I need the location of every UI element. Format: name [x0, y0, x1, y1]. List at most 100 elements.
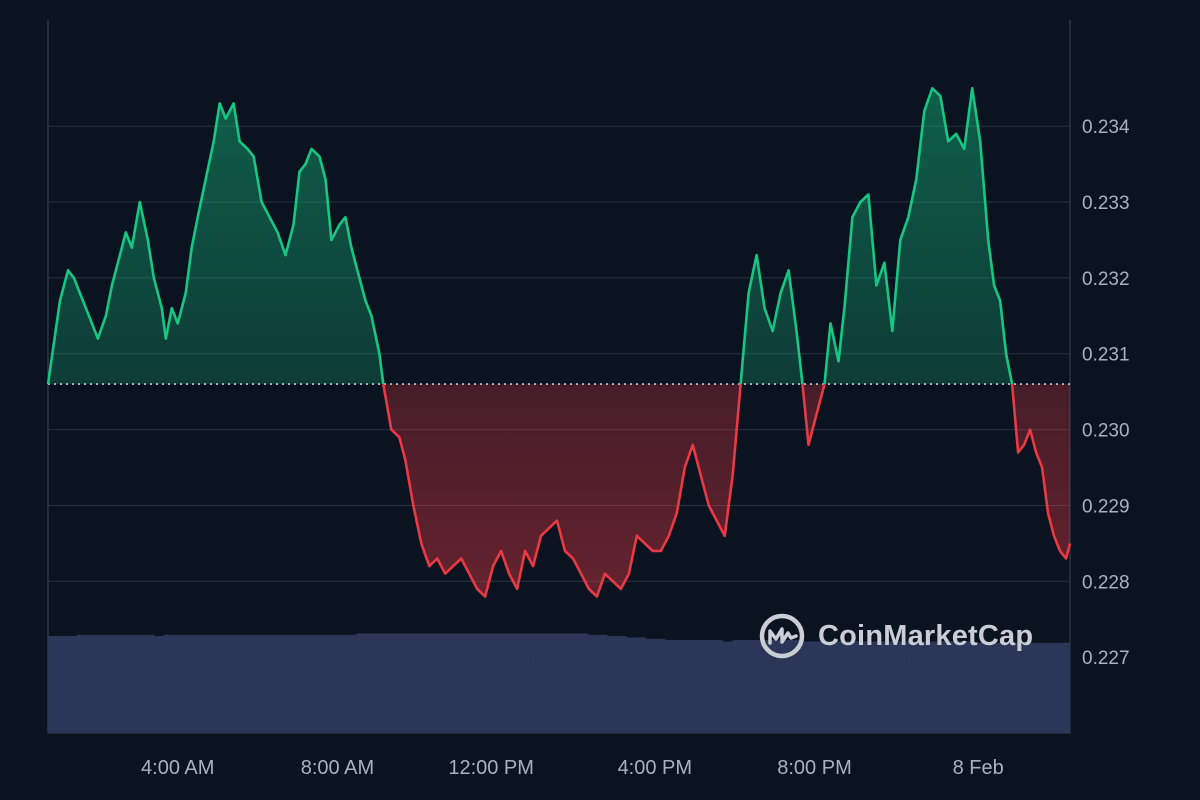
volume-bar: [433, 633, 444, 733]
volume-bar: [973, 642, 984, 733]
volume-bar: [1041, 642, 1052, 733]
volume-bar: [713, 640, 724, 733]
volume-bar: [963, 641, 974, 733]
volume-bar: [481, 633, 492, 733]
volume-bar: [414, 633, 425, 733]
y-axis: 0.227 0.228 0.229 0.230 0.231 0.232 0.233 0.234: [1082, 117, 1130, 669]
volume-bar: [597, 634, 608, 733]
volume-bar: [1012, 642, 1023, 733]
volume-bar: [578, 633, 589, 733]
volume-bar: [115, 634, 126, 733]
volume-bar: [317, 634, 328, 733]
volume-bar: [269, 634, 280, 733]
volume-bar: [1021, 642, 1032, 733]
y-tick-label: 0.234: [1082, 117, 1130, 138]
x-tick-label: 4:00 AM: [141, 757, 214, 779]
x-tick-label: 8 Feb: [953, 757, 1004, 779]
volume-bar: [472, 633, 483, 733]
price-area-down: [48, 384, 1070, 597]
volume-bar: [828, 641, 839, 733]
volume-bar: [626, 637, 637, 733]
volume-bar: [231, 634, 242, 733]
volume-bar: [211, 634, 222, 733]
volume-bar: [173, 634, 184, 733]
volume-bar: [636, 637, 647, 733]
y-tick-label: 0.232: [1082, 269, 1130, 290]
y-tick-label: 0.233: [1082, 193, 1130, 214]
volume-bar: [462, 633, 473, 733]
volume-bar: [800, 641, 810, 733]
volume-bar: [954, 641, 965, 733]
volume-bar: [144, 634, 155, 733]
volume-bar: [1060, 642, 1071, 733]
volume-bar: [327, 634, 338, 733]
y-tick-label: 0.227: [1082, 648, 1130, 669]
volume-bar: [424, 633, 434, 733]
volume-bar: [867, 641, 878, 733]
volume-bar: [279, 634, 290, 733]
volume-bar: [1002, 642, 1013, 733]
volume-bar: [925, 641, 936, 733]
volume-bar: [549, 633, 560, 733]
area-layer: [48, 88, 1070, 597]
volume-bar: [790, 640, 801, 733]
volume-bar: [491, 633, 502, 733]
volume-bar: [886, 641, 897, 733]
volume-bar: [337, 634, 348, 733]
volume-bar: [346, 634, 357, 733]
volume-bar: [76, 634, 87, 733]
volume-bar: [819, 641, 830, 733]
volume-bar: [48, 636, 58, 733]
volume-bar: [298, 634, 309, 733]
volume-bar: [587, 634, 598, 733]
y-tick-label: 0.231: [1082, 345, 1130, 366]
volume-bar: [96, 634, 107, 733]
volume-bar: [385, 633, 396, 733]
volume-bar: [86, 634, 97, 733]
volume-bar: [674, 640, 685, 733]
x-tick-label: 8:00 PM: [777, 757, 851, 779]
volume-bar: [607, 636, 618, 733]
volume-bar: [520, 633, 531, 733]
volume-bar: [771, 640, 782, 733]
volume-bar: [809, 641, 820, 733]
volume-bar: [722, 641, 733, 733]
volume-bar: [857, 641, 868, 733]
y-tick-label: 0.228: [1082, 572, 1130, 593]
volume-bar: [915, 641, 926, 733]
volume-bar: [645, 638, 656, 733]
volume-bar: [906, 641, 917, 733]
volume-bar: [289, 634, 299, 733]
volume-bar: [260, 634, 271, 733]
volume-bar: [395, 633, 406, 733]
volume-bar: [751, 640, 762, 733]
volume-bar: [125, 634, 136, 733]
price-line-down: [47, 384, 1072, 598]
volume-bar: [983, 642, 994, 733]
line-layer: [46, 87, 1072, 598]
volume-bar: [944, 641, 955, 733]
coinmarketcap-logo-icon: [759, 613, 805, 659]
volume-bar: [510, 633, 521, 733]
price-line-up: [46, 87, 1014, 385]
volume-bar: [703, 640, 714, 733]
volume-bar: [992, 642, 1003, 733]
volume-bar: [838, 641, 849, 733]
volume-bar: [539, 633, 550, 733]
volume-bar: [105, 634, 116, 733]
volume-bar: [356, 633, 367, 733]
volume-bar: [67, 636, 78, 733]
volume-bar: [1050, 642, 1061, 733]
volume-bar: [501, 633, 512, 733]
volume-bar: [240, 634, 251, 733]
volume-bar: [665, 640, 675, 733]
watermark-text: CoinMarketCap: [818, 619, 1034, 652]
volume-bar: [896, 641, 907, 733]
volume-bar: [568, 633, 579, 733]
volume-bar: [404, 633, 415, 733]
volume-bar: [375, 633, 386, 733]
y-tick-label: 0.230: [1082, 421, 1130, 442]
volume-bar: [308, 634, 319, 733]
